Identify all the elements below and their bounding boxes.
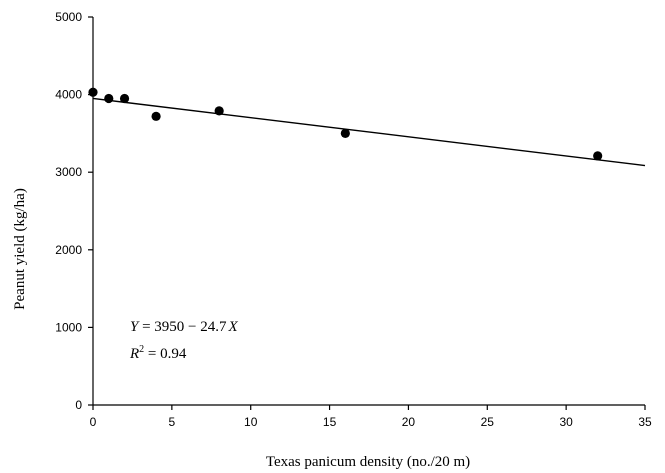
- data-point: [214, 106, 224, 116]
- y-tick-label: 5000: [55, 10, 82, 24]
- r-squared: R2 = 0.94: [129, 344, 187, 362]
- y-tick-label: 0: [75, 398, 82, 412]
- data-point: [119, 93, 130, 104]
- x-tick-label: 35: [638, 415, 652, 429]
- x-tick-label: 0: [90, 415, 97, 429]
- data-points: [88, 87, 603, 161]
- r2-lhs: R: [129, 346, 139, 362]
- y-tick-label: 2000: [55, 243, 82, 257]
- x-tick-label: 30: [559, 415, 573, 429]
- x-tick-label: 10: [244, 415, 258, 429]
- x-tick-label: 25: [481, 415, 495, 429]
- y-tick-label: 3000: [55, 165, 82, 179]
- data-point: [340, 128, 350, 138]
- x-tick-label: 15: [323, 415, 337, 429]
- x-ticks: 0 5 10 15 20 25 30 35: [90, 405, 652, 429]
- x-tick-label: 20: [402, 415, 416, 429]
- x-axis-title: Texas panicum density (no./20 m): [266, 454, 470, 470]
- regression-equation: Y = 3950 − 24.7 X: [130, 319, 239, 335]
- equation-lhs: Y: [130, 319, 140, 335]
- r2-sup: 2: [139, 344, 144, 355]
- trendline: [92, 97, 646, 167]
- y-tick-label: 4000: [55, 88, 82, 102]
- data-point: [593, 151, 603, 161]
- r2-rhs: = 0.94: [144, 346, 187, 362]
- y-axis-title: Peanut yield (kg/ha): [12, 188, 28, 310]
- x-tick-label: 5: [169, 415, 176, 429]
- data-point: [151, 111, 161, 121]
- y-ticks: 0 1000 2000 3000 4000 5000: [55, 10, 93, 412]
- y-tick-label: 1000: [55, 320, 82, 334]
- axes: [92, 17, 645, 406]
- equation-var: X: [228, 319, 239, 335]
- equation-rhs: = 3950 − 24.7: [138, 319, 227, 335]
- data-point: [104, 93, 114, 104]
- data-point: [88, 87, 98, 97]
